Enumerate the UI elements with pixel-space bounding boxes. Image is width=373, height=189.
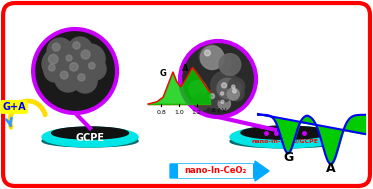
Text: A: A (182, 64, 188, 73)
Ellipse shape (42, 127, 138, 147)
Text: G: G (283, 151, 293, 164)
Circle shape (217, 89, 231, 102)
Circle shape (219, 54, 241, 75)
Circle shape (232, 85, 235, 88)
Ellipse shape (52, 127, 128, 139)
Text: A: A (326, 162, 335, 175)
Circle shape (66, 55, 72, 61)
Circle shape (47, 38, 73, 64)
Circle shape (60, 71, 68, 79)
Text: 1.2: 1.2 (192, 110, 202, 115)
Text: G: G (160, 69, 166, 78)
Circle shape (189, 81, 207, 98)
Circle shape (180, 41, 256, 117)
Circle shape (229, 82, 242, 96)
Circle shape (229, 86, 244, 101)
Text: 1.0: 1.0 (174, 110, 184, 115)
Circle shape (48, 54, 58, 64)
Circle shape (227, 88, 239, 100)
FancyArrow shape (170, 161, 269, 181)
Circle shape (64, 57, 92, 85)
Circle shape (211, 71, 238, 99)
Ellipse shape (230, 135, 340, 148)
Circle shape (78, 74, 85, 81)
Circle shape (199, 45, 223, 68)
Ellipse shape (241, 126, 329, 139)
Circle shape (218, 98, 231, 110)
Circle shape (192, 93, 210, 110)
Circle shape (73, 42, 80, 49)
Circle shape (200, 46, 224, 70)
Circle shape (70, 63, 78, 71)
Circle shape (204, 50, 210, 56)
Circle shape (42, 48, 74, 80)
Circle shape (75, 44, 105, 74)
Circle shape (228, 78, 245, 94)
Circle shape (217, 55, 232, 70)
FancyBboxPatch shape (3, 3, 370, 186)
Circle shape (68, 37, 92, 61)
Ellipse shape (230, 126, 340, 148)
Circle shape (217, 78, 237, 99)
Circle shape (210, 94, 214, 98)
Circle shape (44, 60, 66, 82)
Text: 0.8: 0.8 (156, 110, 166, 115)
Circle shape (55, 66, 81, 92)
Text: G+A: G+A (2, 102, 26, 112)
FancyBboxPatch shape (178, 164, 253, 178)
Circle shape (206, 89, 225, 109)
Circle shape (73, 69, 97, 93)
Text: E / V: E / V (212, 108, 226, 113)
Circle shape (84, 58, 106, 80)
Circle shape (88, 62, 95, 69)
Circle shape (62, 51, 82, 71)
Text: nano-In-CeO₂: nano-In-CeO₂ (184, 167, 246, 175)
Circle shape (220, 92, 224, 95)
Circle shape (48, 64, 55, 71)
Circle shape (33, 29, 117, 113)
Circle shape (81, 50, 90, 59)
Text: nano-In-CeO₂/GCPE: nano-In-CeO₂/GCPE (251, 139, 319, 143)
Circle shape (221, 100, 224, 103)
Ellipse shape (42, 135, 138, 147)
Circle shape (222, 83, 227, 88)
Circle shape (232, 89, 236, 93)
Text: GCPE: GCPE (76, 133, 104, 143)
Circle shape (52, 43, 60, 51)
